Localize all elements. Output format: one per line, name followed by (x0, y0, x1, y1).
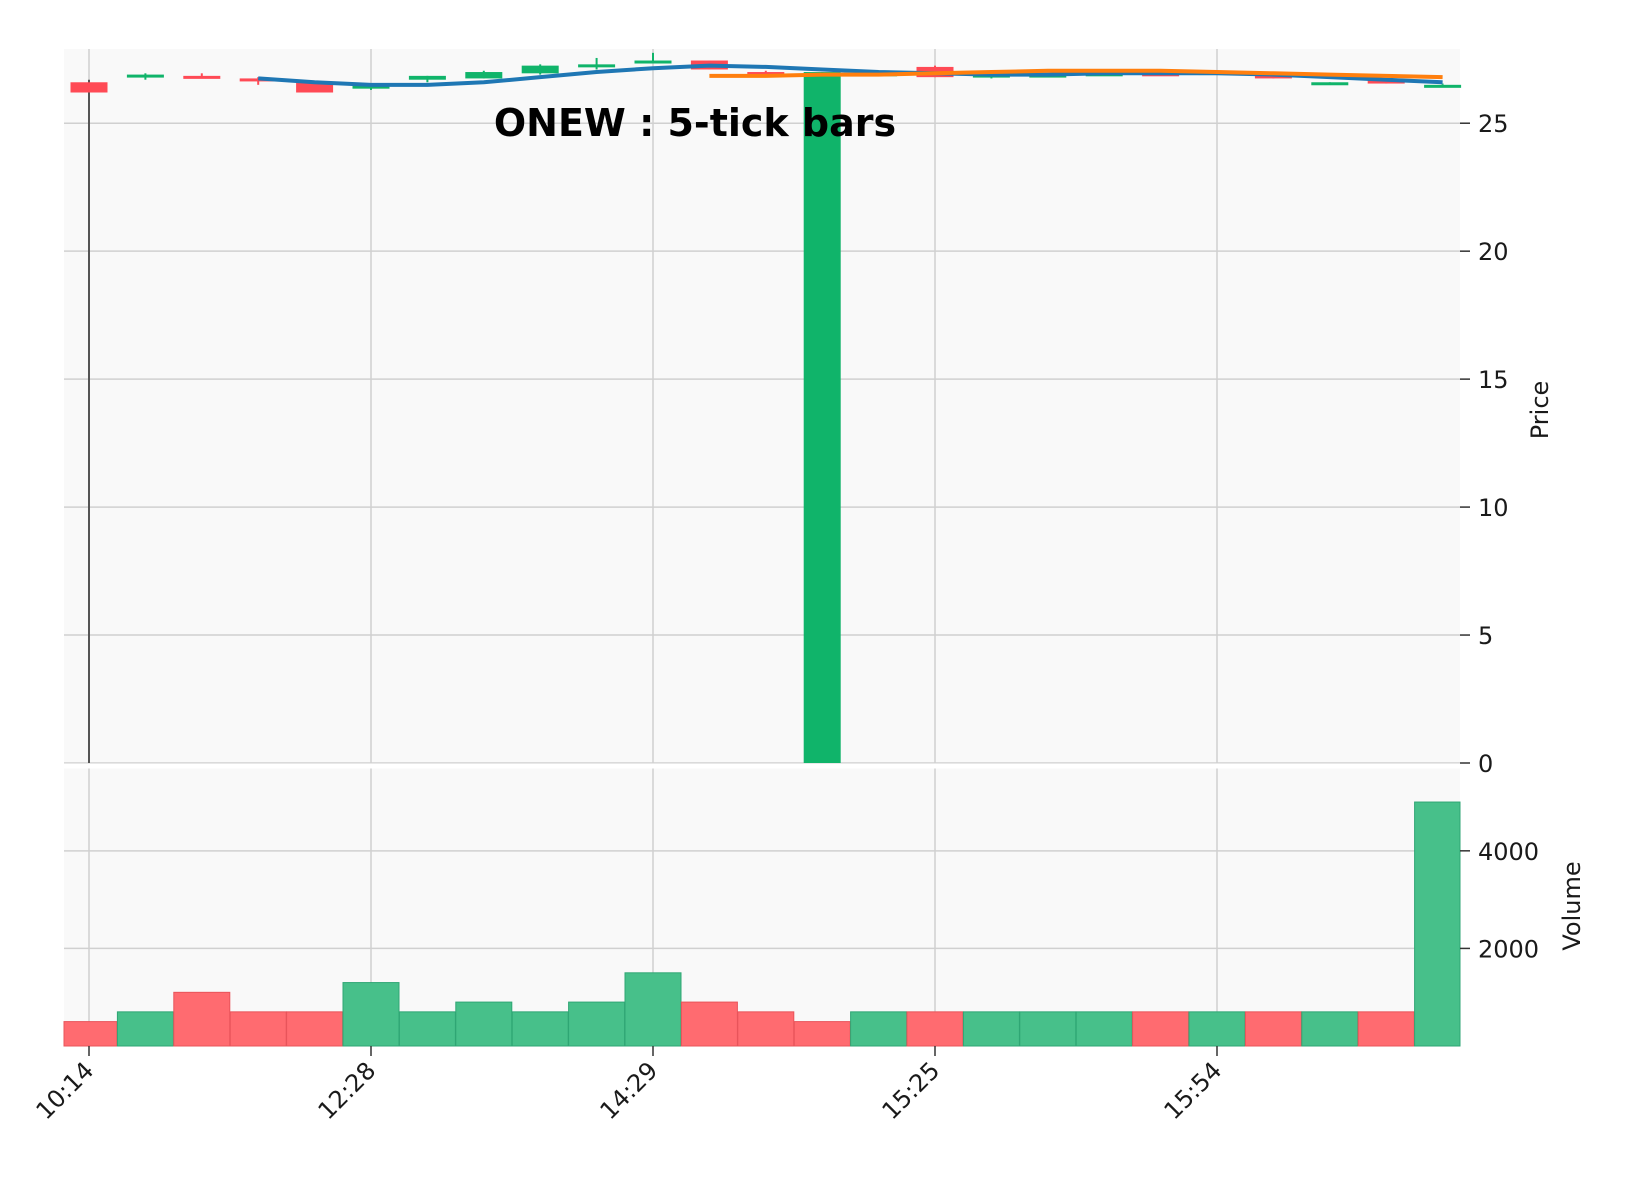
candle-body (296, 82, 334, 93)
volume-bar (1357, 1011, 1415, 1047)
volume-bar (286, 1011, 344, 1047)
candle-body (70, 82, 108, 93)
volume-bar (229, 1011, 287, 1047)
volume-bar (1188, 1011, 1246, 1047)
volume-bar (173, 991, 231, 1047)
volume-bar (906, 1011, 964, 1047)
volume-bar (1301, 1011, 1359, 1047)
volume-panel-background (64, 763, 1460, 1046)
candle-body (578, 64, 616, 68)
volume-tick-label: 2000 (1478, 935, 1539, 963)
moving-average-line (709, 68, 1443, 80)
volume-bar (568, 1001, 626, 1047)
price-tick-label: 20 (1478, 238, 1509, 266)
time-tick-label: 12:28 (313, 1056, 382, 1125)
candle-body (126, 74, 164, 78)
candle-layer (70, 52, 1462, 764)
moving-average-layer (258, 63, 1443, 87)
grid-layer (64, 49, 1460, 1046)
volume-bar (1132, 1011, 1190, 1047)
price-tick-label: 5 (1478, 622, 1493, 650)
volume-bar (1075, 1011, 1133, 1047)
price-axis-label: Price (1526, 381, 1554, 440)
candle-body (747, 72, 785, 76)
volume-bar (398, 1011, 456, 1047)
candle-body (1311, 82, 1349, 86)
volume-bar (116, 1011, 174, 1047)
candle-body (183, 75, 221, 79)
volume-bar (680, 1001, 738, 1047)
volume-bar (793, 1021, 851, 1047)
volume-bar (342, 982, 400, 1047)
candle-body (1424, 84, 1462, 88)
candle-body (408, 75, 446, 80)
candle-body (521, 65, 559, 74)
volume-bar (624, 972, 682, 1047)
volume-bar (962, 1011, 1020, 1047)
time-tick-label: 14:29 (595, 1056, 664, 1125)
volume-axis-label: Volume (1558, 861, 1586, 950)
volume-layer (63, 801, 1461, 1047)
time-tick-label: 15:25 (877, 1056, 946, 1125)
time-tick-label: 10:14 (31, 1056, 100, 1125)
volume-bar (737, 1011, 795, 1047)
volume-bar (1414, 801, 1461, 1047)
candle-body (803, 72, 841, 764)
price-tick-label: 0 (1478, 750, 1493, 778)
candle-body (634, 60, 672, 64)
volume-bar (850, 1011, 908, 1047)
volume-bar (455, 1001, 513, 1047)
chart-title: ONEW : 5-tick bars (494, 101, 896, 145)
price-tick-label: 25 (1478, 110, 1509, 138)
price-panel-background (64, 49, 1460, 763)
volume-bar (63, 1021, 118, 1047)
volume-tick-label: 4000 (1478, 838, 1539, 866)
volume-bar (1019, 1011, 1077, 1047)
candle-body (465, 72, 503, 79)
price-tick-label: 10 (1478, 494, 1509, 522)
price-tick-label: 15 (1478, 366, 1509, 394)
time-tick-label: 15:54 (1159, 1056, 1228, 1125)
volume-bar (1244, 1011, 1302, 1047)
volume-bar (511, 1011, 569, 1047)
